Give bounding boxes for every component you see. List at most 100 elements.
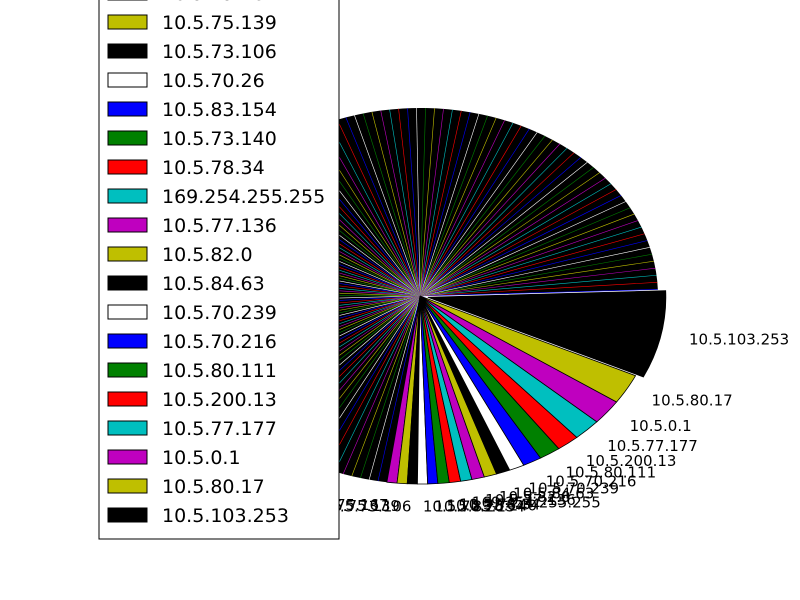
legend-swatch [107, 333, 148, 349]
minor-slice-line [419, 189, 617, 297]
minor-slice-line [419, 128, 530, 297]
slice-label: 10.5.82.0 [499, 488, 571, 506]
legend-swatch [107, 43, 148, 59]
pie-slices [386, 290, 667, 485]
legend: 10.5.75.167 10.5.75.139 10.5.73.106 10.5.70… [98, 0, 340, 540]
legend-swatch [107, 72, 148, 88]
legend-label: 10.5.73.140 [162, 128, 277, 150]
minor-slice-line [362, 113, 421, 297]
minor-slice-line [419, 135, 546, 297]
minor-slice-line [328, 122, 421, 297]
minor-slice-line [419, 177, 606, 297]
legend-label: 10.5.70.26 [162, 70, 265, 92]
legend-label: 10.5.73.106 [162, 41, 277, 63]
legend-label: 10.5.70.239 [162, 302, 277, 324]
minor-slice-line [342, 295, 421, 475]
legend-label: 169.254.255.255 [162, 186, 325, 208]
slice-label: 10.5.73.140 [446, 497, 537, 515]
minor-slice-line [419, 115, 488, 297]
legend-swatch [107, 507, 148, 523]
legend-label: 10.5.75.167 [162, 0, 277, 5]
minor-slice-line [419, 112, 471, 297]
slice-label: 10.5.0.1 [630, 417, 692, 435]
legend-label: 10.5.70.216 [162, 331, 277, 353]
legend-label: 10.5.84.63 [162, 273, 265, 295]
minor-slice-line [419, 201, 626, 297]
legend-label: 10.5.77.177 [162, 418, 277, 440]
legend-label: 10.5.75.139 [162, 12, 277, 34]
minor-slice-line [419, 195, 622, 297]
minor-slice-line [419, 122, 514, 297]
legend-swatch [107, 449, 148, 465]
legend-swatch [107, 362, 148, 378]
legend-swatch [107, 246, 148, 262]
minor-slice-line [419, 143, 561, 297]
legend-box [98, 0, 340, 540]
minor-slice-line [419, 108, 426, 297]
legend-label: 10.5.82.0 [162, 244, 253, 266]
slice-label: 10.5.200.13 [586, 452, 677, 470]
minor-slice-line [389, 109, 421, 297]
minor-slice-line [419, 207, 631, 297]
minor-slice-line [419, 157, 581, 297]
minor-slice-line [419, 152, 575, 297]
slice-label: 10.5.80.17 [652, 391, 733, 409]
minor-slice-line [419, 117, 497, 297]
legend-label: 10.5.77.136 [162, 215, 277, 237]
legend-swatch [107, 391, 148, 407]
minor-slice-line [419, 247, 650, 297]
minor-slice-line [360, 295, 421, 479]
minor-slice-line [419, 240, 648, 297]
legend-label: 10.5.103.253 [162, 505, 289, 527]
legend-swatch [107, 478, 148, 494]
slice-label: 10.5.77.136 [485, 491, 576, 509]
minor-slice-line [354, 115, 421, 297]
legend-items: 10.5.75.167 10.5.75.139 10.5.73.106 10.5.70… [107, 0, 325, 527]
legend-swatch [107, 159, 148, 175]
minor-slice-line [419, 120, 505, 297]
legend-label: 10.5.83.154 [162, 99, 277, 121]
legend-swatch [107, 304, 148, 320]
legend-swatch [107, 217, 148, 233]
minor-slice-line [419, 274, 657, 297]
legend-label: 10.5.80.17 [162, 476, 265, 498]
slice-label: 169.254.255.255 [472, 494, 601, 512]
minor-slice-line [419, 183, 612, 297]
minor-slice-line [419, 282, 658, 297]
minor-slice-line [407, 108, 421, 297]
minor-slice-line [416, 107, 421, 297]
minor-slice-line [419, 233, 645, 297]
legend-swatch [107, 420, 148, 436]
legend-swatch [107, 14, 148, 30]
slice-label: 10.5.70.26 [423, 498, 504, 516]
minor-slice-line [337, 119, 421, 297]
legend-label: 10.5.0.1 [162, 447, 241, 469]
slice-label: 10.5.83.154 [434, 497, 525, 515]
minor-slice-line [419, 147, 568, 297]
minor-slice-line [419, 139, 553, 297]
legend-label: 10.5.78.34 [162, 157, 265, 179]
minor-slice-line [334, 295, 421, 472]
minor-slice-line [371, 111, 421, 297]
minor-slice-line [419, 220, 639, 297]
minor-slice-line [419, 167, 594, 297]
slice-label: 10.5.73.106 [321, 497, 412, 515]
minor-slice-line [326, 295, 421, 470]
minor-slice-line [419, 113, 480, 297]
slice-label: 10.5.80.111 [565, 463, 656, 481]
slice-label: 10.5.78.34 [459, 495, 540, 513]
minor-slice-line [419, 213, 635, 297]
minor-slice-line [419, 253, 653, 297]
minor-slice-line [419, 172, 600, 297]
slice-label: 10.5.70.216 [546, 473, 637, 491]
minor-slice-line [345, 117, 421, 297]
minor-slice-line [351, 295, 421, 477]
minor-slice-line [377, 295, 421, 482]
minor-slice-line [398, 108, 421, 297]
minor-slice-line [419, 226, 642, 297]
pie-slice [427, 290, 667, 378]
minor-slice-line [368, 295, 421, 480]
minor-slice-line [419, 108, 444, 297]
legend-swatch [107, 275, 148, 291]
